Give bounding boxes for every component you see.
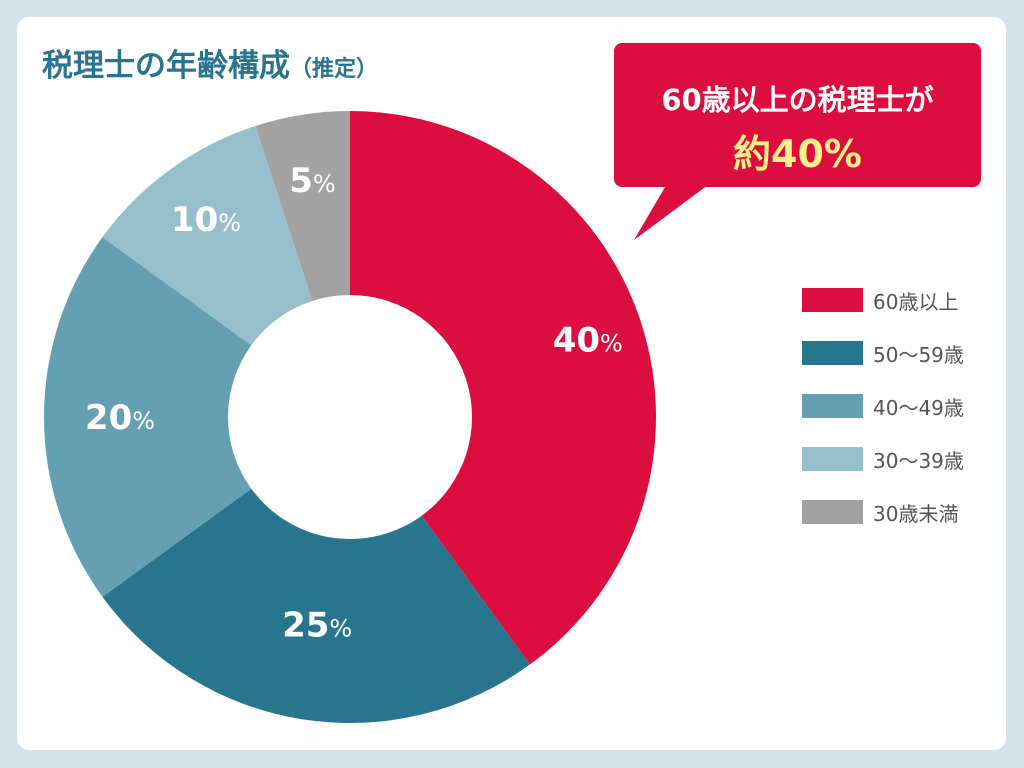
callout-pointer [634, 182, 712, 240]
legend-item: 50〜59歳 [802, 341, 964, 367]
legend-item: 60歳以上 [802, 288, 964, 314]
legend-label: 40〜49歳 [873, 395, 964, 420]
legend-item: 30〜39歳 [802, 447, 964, 473]
legend-item: 30歳未満 [802, 500, 964, 526]
donut-slice [102, 125, 313, 346]
legend-swatch [802, 447, 863, 471]
legend-swatch [802, 500, 863, 524]
donut-slice [255, 111, 350, 301]
chart-title-main: 税理士の年齢構成 [42, 48, 290, 84]
callout-line2: 約40% [733, 132, 862, 176]
slice-value-label: 40% [553, 321, 623, 361]
legend-label: 50〜59歳 [873, 342, 964, 367]
callout-box: 60歳以上の税理士が 約40% [614, 43, 981, 187]
legend-item: 40〜49歳 [802, 394, 964, 420]
slice-labels: 40% 25% 20% 10% 5% [85, 161, 623, 645]
legend-swatch [802, 394, 863, 418]
chart-title: 税理士の年齢構成（推定） [42, 40, 378, 85]
legend-swatch [802, 341, 863, 365]
callout-line1: 60歳以上の税理士が [661, 83, 934, 117]
slice-value-label: 5% [289, 161, 335, 201]
slice-value-label: 10% [171, 200, 241, 240]
slice-value-label: 25% [282, 605, 352, 645]
legend-label: 60歳以上 [873, 289, 959, 314]
legend: 60歳以上 50〜59歳 40〜49歳 30〜39歳 30歳未満 [802, 288, 964, 553]
legend-label: 30歳未満 [873, 501, 959, 526]
legend-swatch [802, 288, 863, 312]
chart-title-sub: （推定） [290, 57, 379, 82]
slice-value-label: 20% [85, 398, 155, 438]
legend-label: 30〜39歳 [873, 448, 964, 473]
donut-slice [43, 237, 252, 597]
donut-slice [102, 488, 530, 723]
donut-slice [350, 111, 657, 665]
donut-slices [43, 111, 657, 723]
